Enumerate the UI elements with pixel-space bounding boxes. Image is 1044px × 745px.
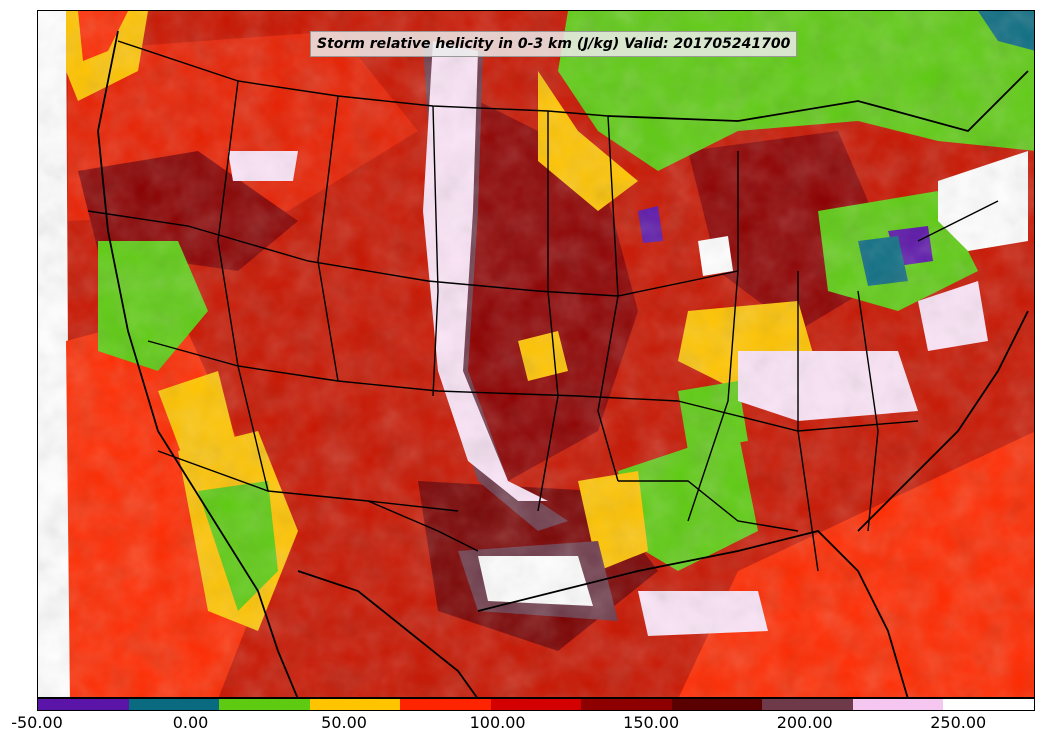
- map-panel: Storm relative helicity in 0-3 km (J/kg)…: [37, 10, 1035, 698]
- colorbar-segment: [309, 699, 401, 710]
- colorbar-segment: [852, 699, 944, 710]
- colorbar-tick-label: 0.00: [172, 713, 209, 732]
- map-title: Storm relative helicity in 0-3 km (J/kg)…: [310, 31, 798, 57]
- colorbar-tick-label: 50.00: [321, 713, 367, 732]
- colorbar-segment: [762, 699, 853, 710]
- colorbar-segment: [490, 699, 582, 710]
- state-boundaries: [87, 40, 999, 572]
- colorbar-segment: [219, 699, 310, 710]
- colorbar-segment: [671, 699, 763, 710]
- colorbar-segment: [38, 699, 129, 710]
- colorbar-tick-label: -50.00: [11, 713, 63, 732]
- field-texture: [38, 11, 1034, 697]
- colorbar-tick-label: 250.00: [930, 713, 987, 732]
- colorbar: [37, 698, 1035, 711]
- colorbar-segment: [581, 699, 672, 710]
- colorbar-segment: [943, 699, 1035, 710]
- helicity-map: [38, 11, 1034, 697]
- colorbar-tick-label: 200.00: [776, 713, 833, 732]
- coastline-border: [97, 30, 1029, 697]
- colorbar-segment: [400, 699, 491, 710]
- colorbar-segment: [128, 699, 220, 710]
- colorbar-tick-label: 100.00: [469, 713, 526, 732]
- colorbar-tick-label: 150.00: [623, 713, 680, 732]
